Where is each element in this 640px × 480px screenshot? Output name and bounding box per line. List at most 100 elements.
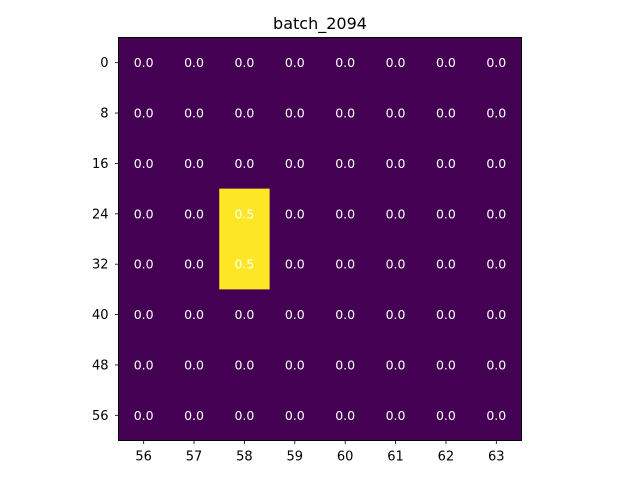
heatmap-cell: [471, 37, 522, 89]
cell-value-label: 0.0: [335, 156, 355, 171]
heatmap-cell: [269, 188, 321, 240]
heatmap-cell: [118, 390, 170, 441]
y-tick-label: 16: [92, 157, 109, 172]
cell-value-label: 0.0: [134, 156, 154, 171]
cell-value-label: 0.0: [386, 55, 406, 70]
cell-value-label: 0.0: [285, 257, 305, 272]
cell-value-label: 0.0: [436, 55, 456, 70]
cell-value-label: 0.0: [234, 408, 254, 423]
cell-value-label: 0.0: [134, 55, 154, 70]
cell-value-label: 0.0: [436, 357, 456, 372]
heatmap-cell: [118, 138, 170, 190]
heatmap-cell: [219, 37, 271, 89]
cell-value-label: 0.0: [486, 257, 506, 272]
heatmap-cell: [320, 390, 371, 441]
heatmap-cell: [370, 289, 422, 341]
heatmap-cell: [168, 87, 220, 139]
heatmap-cell: [168, 37, 220, 89]
chart-title: batch_2094: [273, 14, 367, 34]
cell-value-label: 0.0: [184, 106, 204, 121]
heatmap-cell: [320, 37, 371, 89]
heatmap-cell: [269, 87, 321, 139]
heatmap-cell: [219, 138, 271, 190]
cell-value-label: 0.0: [234, 106, 254, 121]
heatmap-cell: [118, 289, 170, 341]
cell-value-label: 0.0: [386, 408, 406, 423]
plot-frame: [118, 37, 522, 441]
cell-value-label: 0.0: [386, 307, 406, 322]
cell-value-label: 0.5: [234, 257, 254, 272]
cell-value-label: 0.0: [386, 206, 406, 221]
heatmap-cell: [370, 339, 422, 391]
cell-value-label: 0.0: [486, 408, 506, 423]
cell-value-label: 0.0: [285, 55, 305, 70]
cell-value-label: 0.0: [285, 206, 305, 221]
heatmap-cell: [420, 188, 472, 240]
cell-value-label: 0.0: [184, 156, 204, 171]
heatmap-cell: [420, 289, 472, 341]
y-axis: 0 8 16 24 32 40 48 56: [92, 56, 119, 424]
cell-value-label: 0.0: [486, 206, 506, 221]
cell-value-label: 0.0: [184, 408, 204, 423]
x-tick-label: 59: [287, 450, 304, 465]
heatmap-cell: [269, 339, 321, 391]
cell-value-label: 0.0: [335, 307, 355, 322]
cell-value-label: 0.0: [436, 257, 456, 272]
cell-value-label: 0.0: [335, 106, 355, 121]
heatmap-cell: [118, 87, 170, 139]
heatmap-cell-labels: 0.0 0.0 0.0 0.0 0.0 0.0 0.0 0.0 0.0 0.0 0.0 0.0 0.0 0…: [134, 55, 507, 423]
cell-value-label: 0.0: [386, 106, 406, 121]
heatmap-cell: [471, 390, 522, 441]
x-axis: 56 57 58 59 60 61 62 63: [135, 440, 505, 465]
y-tick-label: 24: [92, 207, 109, 222]
heatmap-cell: [118, 37, 170, 89]
heatmap-cell: [168, 289, 220, 341]
x-tick-label: 63: [488, 450, 505, 465]
cell-value-label: 0.0: [234, 307, 254, 322]
cell-value-label: 0.0: [184, 206, 204, 221]
cell-value-label: 0.0: [436, 156, 456, 171]
heatmap-cell: [219, 390, 271, 441]
heatmap-cell: [320, 239, 371, 290]
cell-value-label: 0.0: [436, 206, 456, 221]
cell-value-label: 0.0: [184, 357, 204, 372]
cell-value-label: 0.5: [234, 206, 254, 221]
cell-value-label: 0.0: [386, 156, 406, 171]
heatmap-cell: [118, 188, 170, 240]
heatmap-cell: [219, 289, 271, 341]
y-tick-label: 40: [92, 308, 109, 323]
heatmap-cell: [118, 339, 170, 391]
heatmap-cell: [320, 87, 371, 139]
heatmap-cell: [168, 339, 220, 391]
x-tick-label: 61: [387, 450, 404, 465]
heatmap-cell: [420, 339, 472, 391]
heatmap-cell: [269, 390, 321, 441]
heatmap-cell: [168, 188, 220, 240]
cell-value-label: 0.0: [285, 156, 305, 171]
heatmap-cell: [471, 188, 522, 240]
y-tick-label: 48: [92, 358, 109, 373]
y-tick-label: 56: [92, 409, 109, 424]
heatmap-cell: [168, 138, 220, 190]
heatmap-cell: [370, 138, 422, 190]
cell-value-label: 0.0: [285, 408, 305, 423]
y-tick-label: 0: [100, 56, 108, 71]
heatmap-cell: [320, 339, 371, 391]
heatmap-cell: [320, 188, 371, 240]
heatmap-cell: [370, 37, 422, 89]
heatmap-cell: [420, 239, 472, 290]
heatmap-cell: [471, 87, 522, 139]
cell-value-label: 0.0: [234, 357, 254, 372]
cell-value-label: 0.0: [436, 307, 456, 322]
heatmap-cell: [269, 239, 321, 290]
cell-value-label: 0.0: [134, 357, 154, 372]
heatmap-cell: [269, 138, 321, 190]
cell-value-label: 0.0: [234, 156, 254, 171]
heatmap-cell: [269, 37, 321, 89]
cell-value-label: 0.0: [335, 408, 355, 423]
cell-value-label: 0.0: [335, 257, 355, 272]
cell-value-label: 0.0: [184, 307, 204, 322]
heatmap-cell: [219, 188, 271, 240]
cell-value-label: 0.0: [134, 206, 154, 221]
